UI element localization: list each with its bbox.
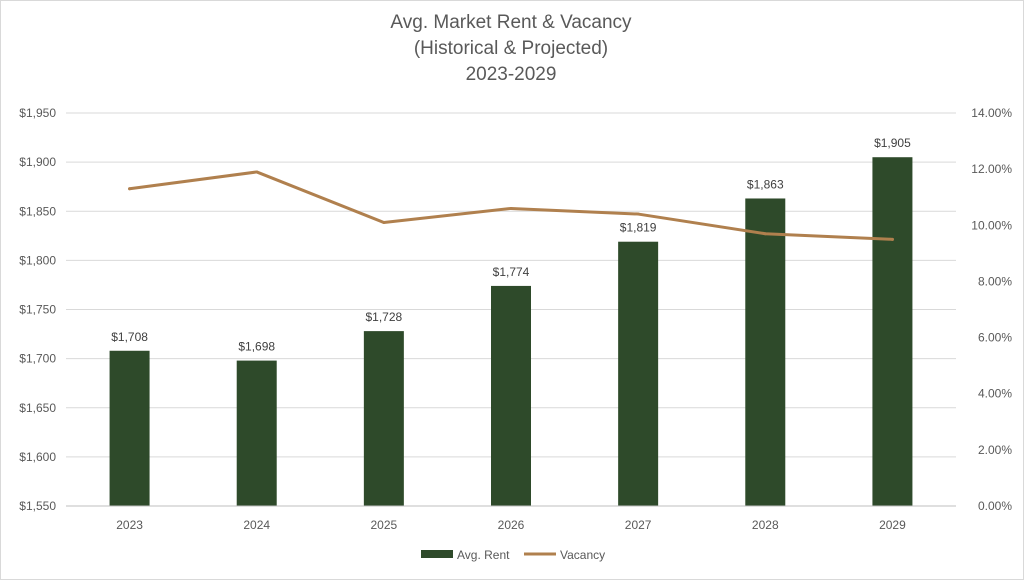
- x-tick-label: 2023: [116, 518, 143, 532]
- x-tick-label: 2029: [879, 518, 906, 532]
- bar-data-label: $1,819: [620, 221, 657, 235]
- vacancy-point-2026: [509, 206, 513, 210]
- right-tick-label: 12.00%: [971, 162, 1012, 176]
- legend: Avg. Rent Vacancy: [421, 548, 605, 562]
- left-tick-label: $1,650: [19, 401, 56, 415]
- vacancy-point-2024: [255, 170, 259, 174]
- bar-2025: [363, 331, 404, 506]
- bar-2027: [618, 241, 659, 506]
- right-tick-label: 2.00%: [978, 443, 1012, 457]
- right-tick-label: 4.00%: [978, 387, 1012, 401]
- legend-label-vacancy: Vacancy: [560, 548, 605, 562]
- bar-2023: [109, 350, 150, 506]
- vacancy-point-2027: [636, 212, 640, 216]
- x-axis: 2023 2024 2025 2026 2027 2028 2029: [66, 505, 956, 532]
- left-tick-label: $1,700: [19, 352, 56, 366]
- legend-label-avg-rent: Avg. Rent: [457, 548, 510, 562]
- right-tick-label: 14.00%: [971, 106, 1012, 120]
- vacancy-point-2023: [128, 187, 132, 191]
- bar-2024: [236, 360, 277, 506]
- left-tick-label: $1,750: [19, 303, 56, 317]
- bar-data-label: $1,728: [366, 310, 403, 324]
- data-labels: $1,708 $1,698 $1,728 $1,774 $1,819 $1,863 $1,9…: [111, 136, 911, 353]
- bar-2029: [872, 157, 913, 506]
- bar-data-label: $1,698: [238, 340, 275, 354]
- bar-data-label: $1,905: [874, 136, 911, 150]
- x-tick-label: 2024: [243, 518, 270, 532]
- chart-title-line-2: (Historical & Projected): [413, 38, 609, 59]
- right-tick-label: 0.00%: [978, 499, 1012, 513]
- line-series-vacancy: [128, 170, 894, 241]
- legend-swatch-avg-rent: [421, 550, 453, 558]
- left-tick-label: $1,800: [19, 253, 56, 267]
- left-axis: $1,550 $1,600 $1,650 $1,700 $1,750 $1,800 $1,8…: [19, 106, 56, 513]
- x-tick-label: 2025: [371, 518, 398, 532]
- left-tick-label: $1,600: [19, 450, 56, 464]
- bar-data-label: $1,708: [111, 330, 148, 344]
- chart-title: Avg. Market Rent & Vacancy (Historical &…: [0, 10, 1022, 88]
- chart-title-line-3: 2023-2029: [465, 64, 557, 85]
- right-axis: 0.00% 2.00% 4.00% 6.00% 8.00% 10.00% 12.00% 14.…: [971, 106, 1012, 513]
- x-tick-label: 2027: [625, 518, 652, 532]
- bar-series-avg-rent: [109, 157, 913, 507]
- bar-data-label: $1,863: [747, 177, 784, 191]
- left-tick-label: $1,850: [19, 204, 56, 218]
- left-tick-label: $1,950: [19, 106, 56, 120]
- right-tick-label: 6.00%: [978, 331, 1012, 345]
- chart-title-line-1: Avg. Market Rent & Vacancy: [390, 12, 632, 33]
- vacancy-point-2028: [763, 232, 767, 236]
- x-tick-label: 2028: [752, 518, 779, 532]
- vacancy-point-2029: [890, 237, 894, 241]
- bar-2026: [491, 285, 531, 506]
- bar-data-label: $1,774: [493, 265, 530, 279]
- left-tick-label: $1,900: [19, 155, 56, 169]
- right-tick-label: 10.00%: [971, 218, 1012, 232]
- x-tick-label: 2026: [498, 518, 525, 532]
- vacancy-point-2025: [382, 220, 386, 224]
- left-tick-label: $1,550: [19, 499, 56, 513]
- right-tick-label: 8.00%: [978, 274, 1012, 288]
- bar-2028: [745, 198, 786, 507]
